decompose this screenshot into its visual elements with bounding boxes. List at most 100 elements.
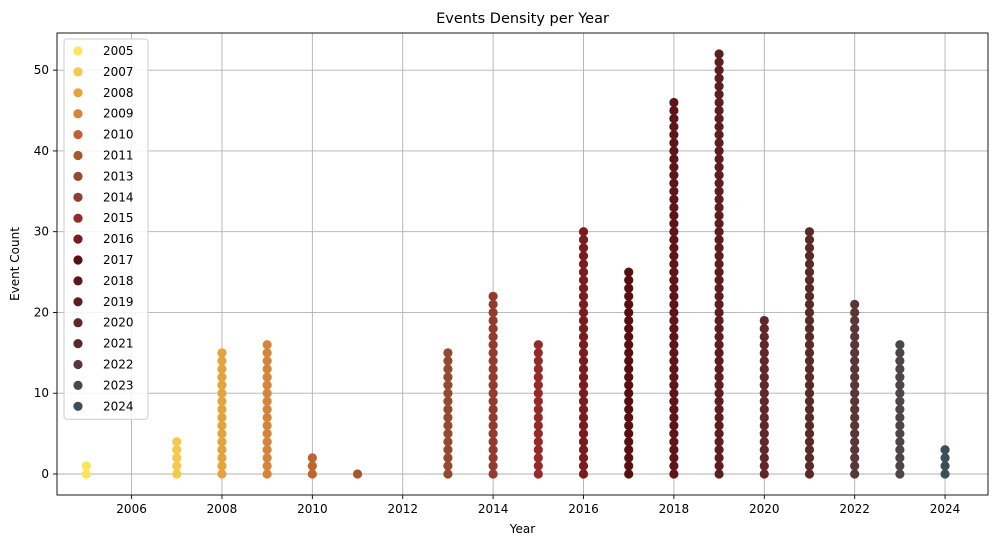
data-point [850, 412, 860, 423]
data-point [578, 315, 589, 326]
data-point [714, 178, 724, 188]
data-point [759, 388, 769, 398]
data-point [895, 445, 905, 455]
data-point [217, 420, 227, 431]
data-point [443, 388, 453, 398]
series-2020 [759, 315, 769, 479]
data-point [850, 404, 860, 414]
data-point [895, 469, 905, 479]
data-point [714, 299, 724, 309]
data-point [217, 388, 227, 398]
y-tick-label: 50 [34, 63, 49, 77]
data-point [669, 105, 679, 116]
data-point [217, 380, 227, 390]
data-point [488, 356, 498, 366]
data-point [895, 404, 905, 414]
data-point [262, 437, 272, 447]
data-point [850, 429, 860, 439]
data-point [669, 372, 679, 382]
data-point [669, 412, 679, 423]
axis-ticks: 2006 2008 2010 2012 2014 2016 2018 2020 2022 2024… [34, 63, 961, 516]
data-point [443, 445, 453, 455]
legend-marker [73, 401, 83, 411]
data-point [669, 283, 679, 293]
data-point [217, 429, 227, 439]
data-point [895, 437, 905, 447]
data-point [669, 340, 679, 350]
data-point [262, 340, 272, 350]
data-point [488, 461, 498, 471]
data-point [714, 340, 724, 350]
data-point [578, 324, 589, 334]
data-point [488, 299, 498, 309]
data-point [804, 348, 815, 358]
data-point [443, 461, 453, 471]
data-point [714, 122, 724, 132]
x-tick-label: 2010 [297, 502, 328, 516]
data-point [759, 340, 769, 350]
data-point [895, 388, 905, 398]
data-point [804, 283, 815, 293]
data-point [669, 243, 679, 253]
data-point [714, 315, 724, 326]
data-point [895, 348, 905, 358]
data-point [669, 122, 679, 132]
legend-label: 2013 [103, 169, 134, 183]
series-2013 [443, 348, 453, 479]
data-point [759, 420, 769, 431]
series-2011 [352, 469, 363, 479]
series-2023 [895, 340, 905, 479]
data-point [533, 461, 543, 471]
legend-label: 2015 [103, 211, 134, 225]
data-point [81, 469, 91, 479]
data-point [850, 356, 860, 366]
data-point [850, 315, 860, 326]
data-point [804, 315, 815, 326]
data-point [895, 380, 905, 390]
data-point [714, 396, 724, 406]
data-point [443, 420, 453, 431]
data-point [804, 299, 815, 309]
data-point [307, 469, 317, 479]
data-point [669, 275, 679, 285]
data-point [714, 146, 724, 156]
data-point [488, 396, 498, 406]
data-point [624, 461, 634, 471]
data-point [850, 348, 860, 358]
data-point [217, 396, 227, 406]
data-point [669, 219, 679, 229]
data-point [624, 420, 634, 431]
data-point [714, 348, 724, 358]
legend-marker [73, 46, 83, 56]
data-point [804, 227, 815, 237]
data-point [669, 453, 679, 463]
series-2008 [217, 348, 227, 479]
legend-marker [73, 318, 83, 328]
data-point [804, 445, 815, 455]
data-point [262, 404, 272, 414]
data-point [669, 138, 679, 148]
legend-marker [73, 88, 83, 98]
data-point [533, 380, 543, 390]
data-point [714, 227, 724, 237]
legend-marker [73, 380, 83, 390]
data-point [578, 388, 589, 398]
legend-label: 2009 [103, 107, 134, 121]
data-point [533, 372, 543, 382]
x-tick-label: 2012 [387, 502, 418, 516]
data-point [533, 437, 543, 447]
data-point [578, 227, 589, 237]
legend-label: 2022 [103, 358, 134, 372]
data-point [443, 412, 453, 423]
data-points [81, 49, 950, 479]
data-point [669, 299, 679, 309]
data-point [895, 372, 905, 382]
data-point [759, 412, 769, 423]
data-point [714, 154, 724, 164]
data-point [714, 57, 724, 67]
series-2024 [940, 445, 950, 479]
data-point [895, 340, 905, 350]
data-point [488, 429, 498, 439]
series-2017 [624, 267, 634, 479]
data-point [533, 364, 543, 374]
